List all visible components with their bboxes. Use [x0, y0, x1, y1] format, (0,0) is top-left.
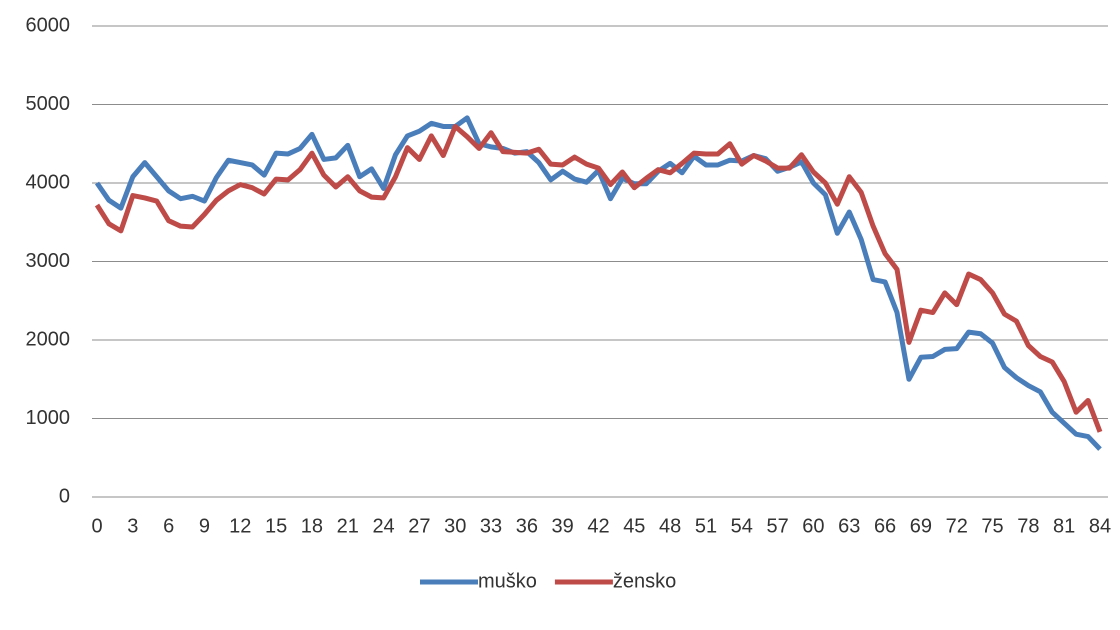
- legend-label: muško: [478, 570, 537, 592]
- x-tick-label: 39: [552, 515, 574, 537]
- x-tick-label: 54: [731, 515, 753, 537]
- x-tick-label: 81: [1053, 515, 1075, 537]
- y-tick-label: 2000: [26, 328, 71, 350]
- x-tick-label: 72: [946, 515, 968, 537]
- x-tick-label: 27: [408, 515, 430, 537]
- x-tick-label: 48: [659, 515, 681, 537]
- x-tick-label: 0: [91, 515, 102, 537]
- x-tick-label: 36: [516, 515, 538, 537]
- x-tick-label: 84: [1089, 515, 1111, 537]
- x-tick-label: 30: [444, 515, 466, 537]
- x-tick-label: 18: [301, 515, 323, 537]
- x-tick-label: 21: [337, 515, 359, 537]
- x-tick-label: 24: [372, 515, 394, 537]
- line-series: [94, 123, 1103, 433]
- x-tick-label: 45: [623, 515, 645, 537]
- y-tick-label: 4000: [26, 171, 71, 193]
- x-tick-label: 9: [199, 515, 210, 537]
- x-tick-label: 15: [265, 515, 287, 537]
- y-tick-label: 1000: [26, 407, 71, 429]
- x-tick-label: 42: [587, 515, 609, 537]
- x-tick-label: 51: [695, 515, 717, 537]
- x-tick-label: 12: [229, 515, 251, 537]
- y-tick-label: 6000: [26, 14, 71, 36]
- y-tick-label: 3000: [26, 250, 71, 272]
- x-tick-label: 3: [127, 515, 138, 537]
- x-tick-label: 6: [163, 515, 174, 537]
- x-tick-label: 57: [766, 515, 788, 537]
- x-tick-label: 63: [838, 515, 860, 537]
- legend-label: žensko: [613, 570, 676, 592]
- x-tick-label: 69: [910, 515, 932, 537]
- x-tick-label: 66: [874, 515, 896, 537]
- x-tick-label: 78: [1017, 515, 1039, 537]
- y-tick-label: 0: [59, 485, 70, 507]
- x-tick-label: 33: [480, 515, 502, 537]
- x-tick-label: 75: [981, 515, 1003, 537]
- x-tick-label: 60: [802, 515, 824, 537]
- y-tick-label: 5000: [26, 93, 71, 115]
